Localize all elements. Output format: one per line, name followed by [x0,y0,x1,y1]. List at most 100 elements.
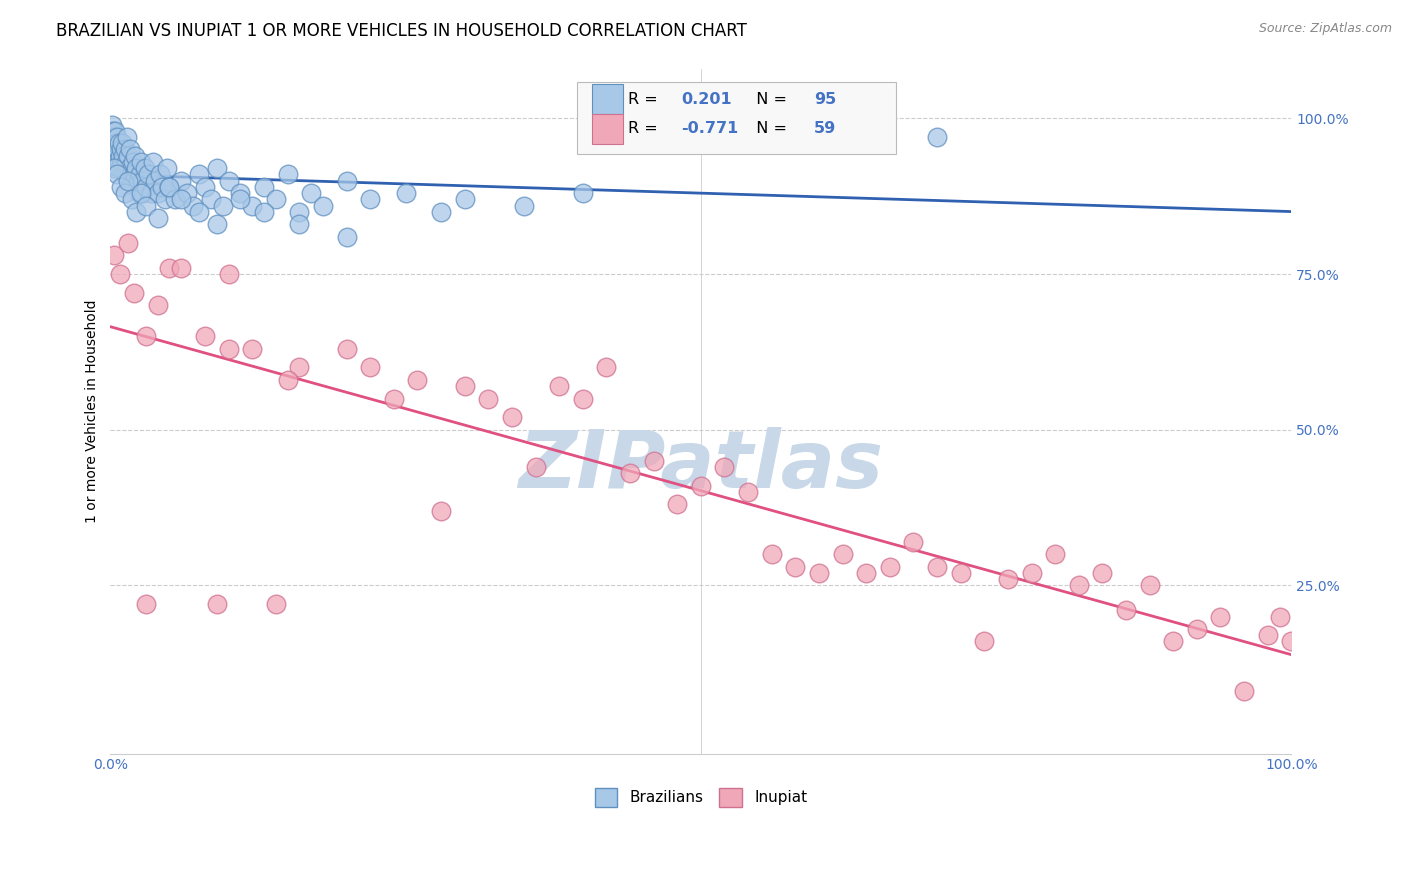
Point [107,130,129,145]
Text: 59: 59 [814,121,837,136]
Point [430,204,453,219]
Point [108,267,131,281]
Point [105,136,128,151]
Text: 95: 95 [814,92,837,107]
Point [218,267,240,281]
Point [359,192,381,206]
Y-axis label: 1 or more Vehicles in Household: 1 or more Vehicles in Household [86,300,100,523]
Point [211,198,233,212]
Point [194,329,217,343]
Point [973,634,995,648]
Point [571,186,593,200]
Point [156,161,179,176]
Text: -0.771: -0.771 [681,121,738,136]
Point [229,192,252,206]
Point [1139,578,1161,592]
Point [114,186,136,200]
Point [159,260,181,275]
Point [1279,634,1302,648]
Point [105,155,128,169]
Point [205,597,228,611]
Point [142,155,165,169]
Point [925,559,948,574]
Point [159,179,181,194]
Text: ZIPatlas: ZIPatlas [519,426,883,505]
Point [100,118,122,132]
Point [689,479,711,493]
Point [336,342,359,356]
Point [524,460,547,475]
Point [1257,628,1279,642]
Point [997,572,1019,586]
Point [218,173,240,187]
Point [110,179,132,194]
Point [127,173,149,187]
Point [120,143,142,157]
Point [101,130,124,145]
Point [807,118,830,132]
Point [135,198,157,212]
Point [143,173,166,187]
Point [111,155,134,169]
Text: R =: R = [627,92,662,107]
Point [194,179,217,194]
Point [454,192,477,206]
Point [117,173,139,187]
Point [312,198,335,212]
Point [103,248,125,262]
Point [150,179,173,194]
Point [188,204,211,219]
Point [121,155,143,169]
Point [205,217,228,231]
Point [103,136,125,151]
Point [118,161,141,176]
Point [359,360,381,375]
Point [737,485,759,500]
Point [761,547,783,561]
Point [949,566,972,580]
Point [176,186,198,200]
Point [111,136,134,151]
Point [200,192,222,206]
Point [512,198,534,212]
Point [240,198,263,212]
Point [128,186,150,200]
Point [477,392,499,406]
Point [121,192,143,206]
Point [146,211,169,225]
Point [149,167,172,181]
Point [112,149,135,163]
Text: 0.201: 0.201 [681,92,731,107]
Point [101,124,124,138]
Point [382,392,405,406]
FancyBboxPatch shape [592,113,623,144]
Point [277,373,299,387]
Point [925,130,948,145]
Point [121,173,143,187]
Point [666,497,689,511]
Point [124,149,146,163]
Point [125,161,148,176]
Point [117,149,139,163]
Point [117,235,139,250]
Point [135,597,157,611]
Point [146,186,169,200]
Point [264,597,287,611]
Point [1091,566,1114,580]
Point [501,410,523,425]
Point [807,566,830,580]
Point [134,161,156,176]
Point [395,186,418,200]
Point [264,192,287,206]
Point [253,204,276,219]
Point [129,155,152,169]
Point [104,130,127,145]
Point [170,173,193,187]
Point [879,559,901,574]
Point [229,186,252,200]
Point [713,460,735,475]
Point [336,173,359,187]
Legend: Brazilians, Inupiat: Brazilians, Inupiat [586,780,815,814]
Point [1021,566,1043,580]
Point [240,342,263,356]
